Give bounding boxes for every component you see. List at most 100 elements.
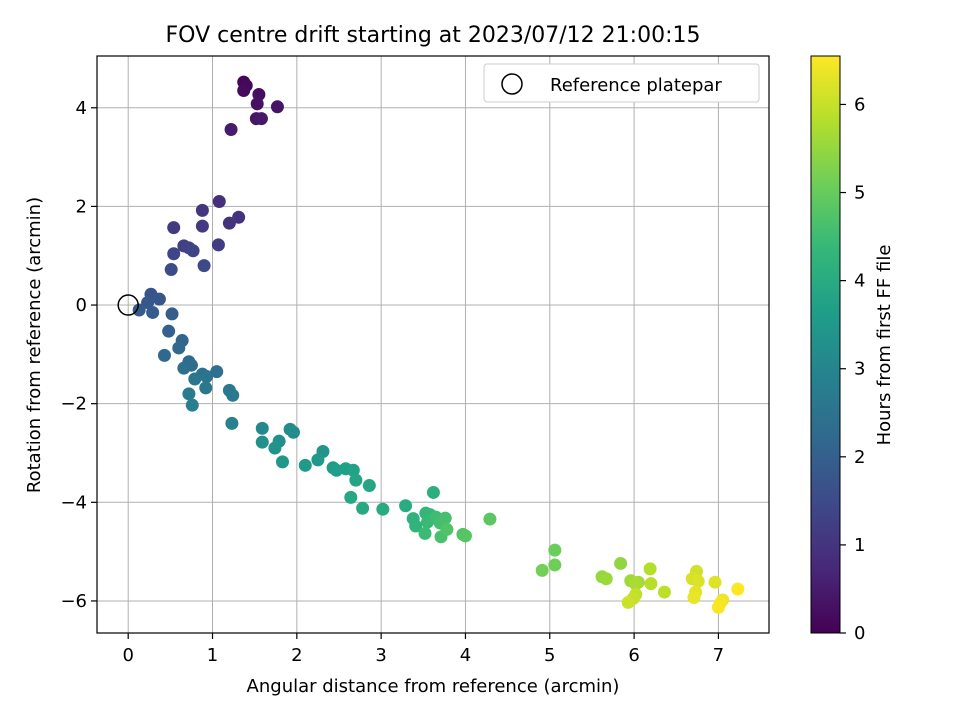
colorbar-tick-label: 2 [854,447,865,468]
data-point [687,590,701,604]
colorbar-tick-label: 4 [854,271,865,292]
data-point [224,122,238,136]
y-tick-label: 0 [76,295,87,316]
data-point [711,600,725,614]
data-point [657,585,671,599]
data-point [199,381,213,395]
data-point [212,194,226,208]
data-point [167,221,181,235]
data-point [346,463,360,477]
x-tick-label: 0 [122,645,133,666]
data-point [255,435,269,449]
y-tick-label: −4 [60,492,87,513]
grid [97,56,769,633]
data-point [362,479,376,493]
data-point [643,562,657,576]
data-point [311,453,325,467]
data-point [548,543,562,557]
data-point [286,425,300,439]
x-axis-ticks: 0 1 2 3 4 5 6 7 [122,633,724,666]
data-point [188,372,202,386]
y-axis-ticks: −6 −4 −2 0 2 4 [60,98,97,612]
data-point [232,210,246,224]
data-point [197,259,211,273]
data-point [164,263,178,277]
data-point [255,421,269,435]
data-point [644,577,658,591]
data-point [162,324,176,338]
colorbar-tick-label: 5 [854,183,865,204]
data-point [268,441,282,455]
data-point [165,307,179,321]
data-point [195,203,209,217]
data-point [254,112,268,126]
x-axis-label: Angular distance from reference (arcmin) [247,676,620,697]
data-point [344,490,358,504]
x-tick-label: 1 [207,645,218,666]
x-tick-label: 4 [460,645,471,666]
x-tick-label: 3 [375,645,386,666]
colorbar-label: Hours from first FF file [874,245,895,446]
data-point [440,522,454,536]
y-tick-label: 2 [76,196,87,217]
data-point [275,455,289,469]
data-point [182,387,196,401]
data-point [535,563,549,577]
data-point [157,348,171,362]
reference-marker-layer [117,294,139,316]
y-axis-label: Rotation from reference (arcmin) [24,197,45,493]
data-point [226,388,240,402]
x-tick-label: 6 [628,645,639,666]
data-point [629,577,643,591]
data-point [376,502,390,516]
data-point [614,556,628,570]
data-point [298,458,312,472]
legend-box [483,63,760,103]
data-point [146,305,160,319]
colorbar-tick-label: 3 [854,359,865,380]
x-tick-label: 5 [544,645,555,666]
data-point [438,511,452,525]
data-point [548,558,562,572]
colorbar: 0 1 2 3 4 5 6 Hours from first FF file [810,55,895,644]
legend-marker-reference [501,73,523,95]
data-point [483,512,497,526]
colorbar-bar [810,55,841,634]
data-point [186,244,200,258]
data-point [458,529,472,543]
data-point [200,370,214,384]
y-tick-label: −2 [60,394,87,415]
data-point [167,247,181,261]
legend: Reference platepar [483,63,760,103]
data-points [132,75,745,614]
data-point [211,238,225,252]
data-point [172,341,186,355]
data-point [731,582,745,596]
data-point [399,499,413,513]
legend-label-reference: Reference platepar [550,75,722,96]
data-point [225,416,239,430]
colorbar-tick-label: 1 [854,535,865,556]
data-point [152,292,166,306]
data-point [222,216,236,230]
data-point [177,361,191,375]
data-point [132,303,146,317]
x-tick-label: 7 [713,645,724,666]
colorbar-tick-label: 0 [854,623,865,644]
data-point [599,572,613,586]
y-tick-label: 4 [76,98,87,119]
chart-title: FOV centre drift starting at 2023/07/12 … [166,23,701,48]
data-point [349,473,363,487]
data-point [237,84,251,98]
colorbar-ticks: 0 1 2 3 4 5 6 [840,94,865,644]
reference-platepar-marker [117,294,139,316]
data-point [210,365,224,379]
data-point [195,219,209,233]
data-point [708,575,722,589]
data-point [426,485,440,499]
data-point [141,296,155,310]
plot-area-frame [96,55,770,634]
data-point [409,519,423,533]
y-tick-label: −6 [60,591,87,612]
